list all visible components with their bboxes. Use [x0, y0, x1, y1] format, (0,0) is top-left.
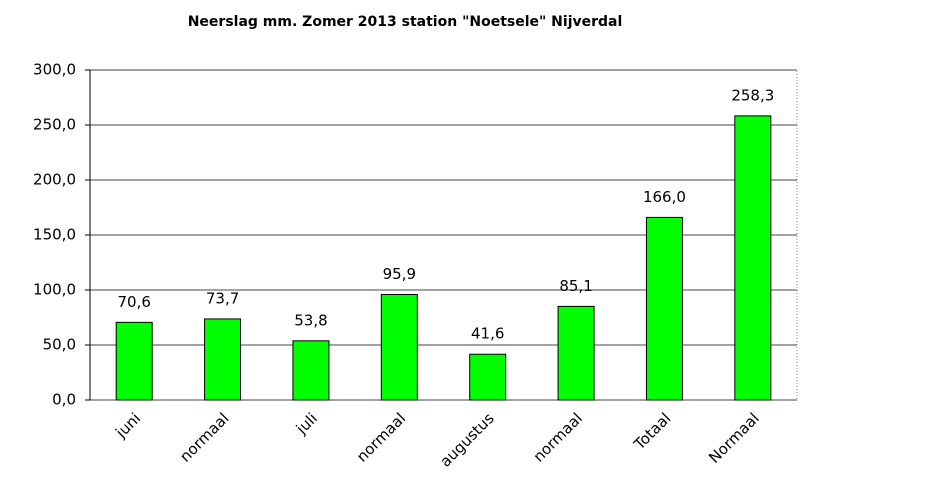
value-label: 70,6	[117, 293, 150, 311]
y-tick-label: 300,0	[33, 61, 76, 79]
y-tick-label: 50,0	[43, 336, 76, 354]
bar	[557, 305, 595, 401]
bar	[115, 321, 153, 401]
bar	[380, 294, 418, 401]
y-tick-label: 100,0	[33, 281, 76, 299]
value-label: 41,6	[471, 325, 504, 343]
chart-title: Neerslag mm. Zomer 2013 station "Noetsel…	[188, 14, 623, 30]
y-tick-label: 200,0	[33, 171, 76, 189]
bar	[204, 318, 242, 401]
bar	[645, 216, 683, 401]
x-tick-label: juli	[292, 409, 321, 438]
value-label: 166,0	[643, 188, 686, 206]
x-tick-label: normaal	[353, 409, 409, 465]
x-tick-label: Totaal	[630, 409, 675, 454]
x-tick-label: Normaal	[705, 409, 763, 467]
y-tick-label: 0,0	[52, 391, 76, 409]
value-label: 95,9	[383, 265, 416, 283]
value-label: 53,8	[294, 311, 327, 329]
bar	[734, 115, 772, 401]
value-label: 73,7	[206, 289, 239, 307]
y-tick-label: 150,0	[33, 226, 76, 244]
value-label: 258,3	[731, 86, 774, 104]
value-label: 85,1	[559, 277, 592, 295]
x-tick-label: augustus	[436, 409, 497, 470]
bar	[469, 353, 507, 401]
bar	[292, 340, 330, 401]
y-tick-label: 250,0	[33, 116, 76, 134]
x-tick-label: juni	[111, 409, 144, 442]
x-tick-label: normaal	[176, 409, 232, 465]
x-tick-label: normaal	[530, 409, 586, 465]
